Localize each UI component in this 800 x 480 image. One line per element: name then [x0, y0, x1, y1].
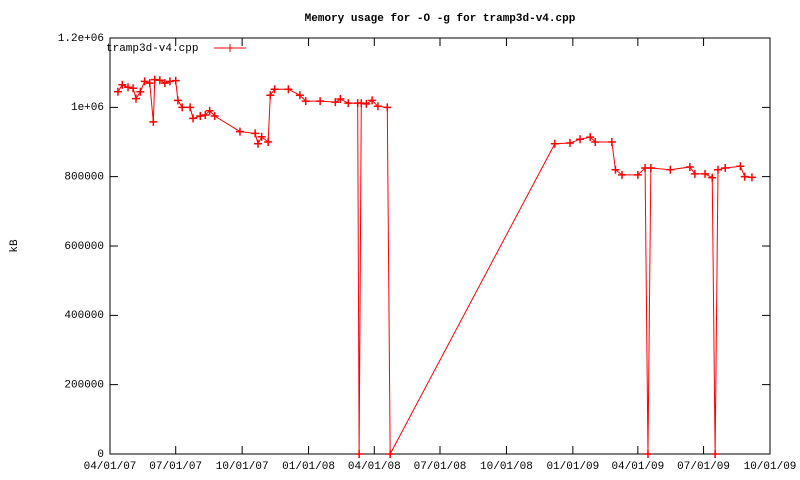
x-tick-label: 07/01/07 — [149, 461, 202, 473]
point-marker — [171, 76, 180, 85]
legend-swatch — [214, 44, 246, 52]
point-marker — [160, 79, 169, 88]
point-marker — [235, 127, 244, 136]
point-marker — [113, 87, 122, 96]
point-marker — [355, 450, 364, 458]
point-marker — [316, 97, 325, 106]
point-marker — [747, 173, 756, 182]
point-marker — [736, 162, 745, 171]
point-marker — [136, 87, 145, 96]
point-marker — [576, 135, 585, 144]
point-marker — [196, 112, 205, 120]
x-tick-label: 10/01/09 — [744, 461, 797, 473]
point-marker — [617, 170, 626, 179]
point-marker — [591, 138, 600, 146]
point-marker — [270, 85, 279, 94]
point-marker — [344, 99, 353, 108]
point-marker — [336, 95, 345, 104]
y-tick-label: 1.2e+06 — [58, 33, 104, 45]
point-marker — [666, 165, 675, 174]
legend-label: tramp3d-v4.cpp — [106, 43, 198, 55]
point-marker — [565, 139, 574, 148]
point-marker — [129, 84, 138, 93]
x-tick-label: 10/01/08 — [480, 461, 533, 473]
point-marker — [708, 173, 717, 182]
point-marker — [201, 110, 210, 119]
point-marker — [550, 139, 559, 148]
point-marker — [155, 76, 164, 85]
y-tick-label: 1e+06 — [71, 102, 104, 114]
point-marker — [721, 164, 730, 172]
x-tick-label: 10/01/07 — [216, 461, 269, 473]
point-marker — [254, 139, 263, 148]
point-marker — [173, 96, 182, 105]
point-marker — [714, 165, 723, 174]
point-marker — [586, 133, 595, 142]
point-marker — [118, 80, 127, 89]
point-marker — [251, 129, 260, 138]
point-marker — [131, 94, 140, 103]
x-tick-label: 01/01/09 — [546, 461, 599, 473]
x-tick-label: 04/01/08 — [348, 461, 401, 473]
point-marker — [711, 450, 720, 458]
point-marker — [205, 106, 214, 115]
point-marker — [140, 77, 149, 86]
point-marker — [178, 103, 187, 112]
point-marker — [607, 138, 616, 146]
point-marker — [149, 117, 158, 126]
point-marker — [685, 162, 694, 171]
point-marker — [145, 79, 154, 88]
point-marker — [740, 172, 749, 181]
y-tick-label: 400000 — [64, 310, 104, 322]
point-marker — [386, 450, 395, 458]
point-marker — [257, 132, 266, 141]
point-marker — [284, 85, 293, 94]
point-marker — [301, 97, 310, 106]
point-marker — [643, 450, 652, 458]
point-marker — [368, 96, 377, 105]
point-marker — [266, 91, 275, 100]
point-marker — [646, 164, 655, 172]
y-axis-label: kB — [9, 239, 21, 253]
point-marker — [186, 103, 195, 112]
point-marker — [295, 91, 304, 100]
point-marker — [690, 169, 699, 178]
x-tick-label: 04/01/09 — [611, 461, 664, 473]
point-marker — [210, 112, 219, 120]
x-tick-label: 07/01/08 — [414, 461, 467, 473]
x-tick-label: 07/01/09 — [677, 461, 730, 473]
point-marker — [264, 138, 273, 146]
y-tick-label: 0 — [97, 449, 104, 461]
point-marker — [124, 83, 133, 92]
y-tick-label: 600000 — [64, 241, 104, 253]
point-marker — [331, 98, 340, 107]
x-tick-label: 01/01/08 — [282, 461, 335, 473]
y-tick-label: 800000 — [64, 172, 104, 184]
x-tick-label: 04/01/07 — [84, 461, 137, 473]
point-marker — [189, 114, 198, 123]
y-tick-label: 200000 — [64, 380, 104, 392]
point-marker — [633, 170, 642, 179]
chart-title: Memory usage for -O -g for tramp3d-v4.cp… — [305, 13, 576, 25]
point-marker — [611, 165, 620, 174]
point-marker — [362, 99, 371, 108]
point-marker — [701, 169, 710, 178]
point-marker — [383, 103, 392, 112]
point-marker — [373, 102, 382, 111]
